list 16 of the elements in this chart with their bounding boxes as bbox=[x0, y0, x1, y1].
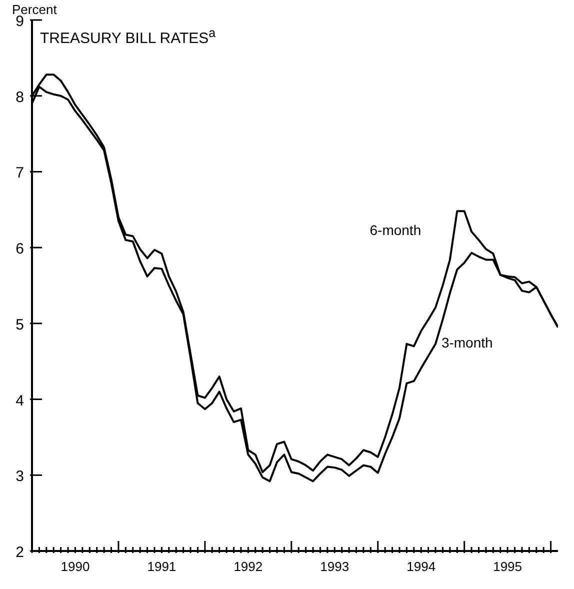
y-tick-label: 3 bbox=[16, 468, 24, 486]
x-tick-label: 1991 bbox=[147, 559, 176, 574]
y-tick-label: 5 bbox=[16, 316, 24, 334]
x-tick-label: 1995 bbox=[493, 559, 522, 574]
y-tick-label: 4 bbox=[16, 392, 24, 410]
y-tick-label: 8 bbox=[16, 88, 24, 106]
x-tick-label: 1993 bbox=[320, 559, 350, 574]
text: 6-month bbox=[370, 222, 422, 238]
y-tick-label: 7 bbox=[16, 164, 24, 182]
x-tick-label: 1994 bbox=[406, 559, 436, 574]
y-tick-label: 6 bbox=[16, 240, 24, 258]
text: TREASURY BILL RATES$^{a}$ bbox=[40, 26, 216, 47]
x-tick-label: 1990 bbox=[60, 559, 90, 574]
y-tick-label: 2 bbox=[16, 544, 24, 561]
series-label: 3-month bbox=[441, 334, 493, 351]
x-tick-label: 1992 bbox=[234, 559, 263, 574]
